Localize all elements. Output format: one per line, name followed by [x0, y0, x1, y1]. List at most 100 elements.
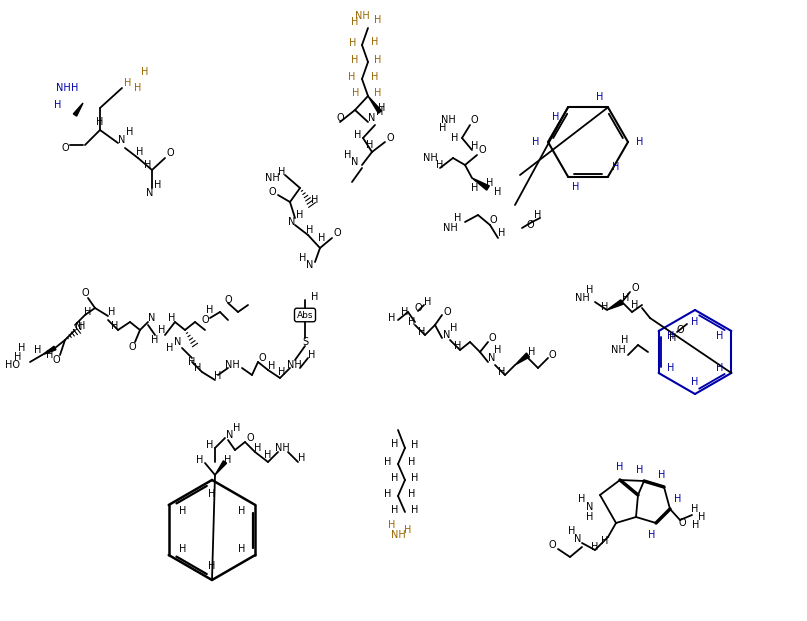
- Text: H: H: [19, 343, 26, 353]
- Text: H: H: [568, 526, 575, 536]
- Text: N: N: [146, 188, 153, 198]
- Text: H: H: [601, 536, 608, 546]
- Text: H: H: [613, 161, 620, 171]
- Text: H: H: [299, 453, 306, 463]
- Text: H: H: [391, 439, 399, 449]
- Text: N: N: [575, 534, 582, 544]
- Text: NH: NH: [56, 83, 70, 93]
- Text: H: H: [278, 167, 286, 177]
- Text: H: H: [498, 228, 506, 238]
- Text: H: H: [254, 443, 261, 453]
- Text: H: H: [296, 210, 303, 220]
- Text: H: H: [152, 335, 159, 345]
- Text: H: H: [692, 520, 700, 530]
- Text: H: H: [667, 363, 675, 373]
- Text: H: H: [716, 331, 723, 341]
- Text: H: H: [136, 147, 144, 157]
- Text: N: N: [488, 353, 495, 363]
- Text: H: H: [601, 302, 608, 312]
- Text: H: H: [401, 307, 408, 317]
- Text: N: N: [351, 157, 358, 167]
- Text: H: H: [636, 137, 644, 147]
- Text: H: H: [391, 505, 399, 515]
- Text: H: H: [374, 88, 382, 98]
- Text: O: O: [470, 115, 478, 125]
- Text: H: H: [384, 457, 391, 467]
- Text: NH: NH: [286, 360, 301, 370]
- Text: H: H: [636, 465, 644, 475]
- Text: O: O: [548, 540, 556, 550]
- Text: O: O: [337, 113, 344, 123]
- Text: H: H: [351, 17, 358, 27]
- Text: H: H: [587, 512, 594, 522]
- Text: H: H: [692, 377, 699, 387]
- Text: NH: NH: [575, 293, 589, 303]
- Text: H: H: [437, 160, 444, 170]
- Text: O: O: [488, 333, 495, 343]
- Text: N: N: [288, 217, 295, 227]
- Text: H: H: [134, 83, 142, 93]
- Text: N: N: [443, 330, 450, 340]
- Text: H: H: [84, 307, 92, 317]
- Text: O: O: [489, 215, 497, 225]
- Text: N: N: [148, 313, 156, 323]
- Text: H: H: [54, 100, 61, 110]
- Text: H: H: [418, 327, 425, 337]
- Text: H: H: [194, 363, 202, 373]
- Text: H: H: [318, 233, 326, 243]
- Text: H: H: [308, 350, 316, 360]
- Text: H: H: [579, 494, 586, 504]
- Text: H: H: [408, 457, 416, 467]
- Text: H: H: [179, 544, 186, 554]
- Text: H: H: [412, 505, 419, 515]
- Text: H: H: [495, 345, 502, 355]
- Text: H: H: [471, 183, 479, 193]
- Text: O: O: [333, 228, 341, 238]
- Text: H: H: [278, 367, 286, 377]
- Text: H: H: [78, 321, 86, 331]
- Text: O: O: [201, 315, 209, 325]
- Text: O: O: [414, 303, 422, 313]
- Text: H: H: [96, 117, 103, 127]
- Polygon shape: [73, 103, 83, 116]
- Polygon shape: [472, 178, 489, 190]
- Text: H: H: [587, 285, 594, 295]
- Text: H: H: [498, 367, 506, 377]
- Text: H: H: [196, 455, 203, 465]
- Text: H: H: [166, 343, 174, 353]
- Text: O: O: [82, 288, 89, 298]
- Text: H: H: [208, 561, 215, 571]
- Text: H: H: [631, 300, 638, 310]
- Text: H: H: [384, 489, 391, 499]
- Text: H: H: [454, 213, 462, 223]
- Text: O: O: [548, 350, 556, 360]
- Text: O: O: [224, 295, 232, 305]
- Text: H: H: [46, 350, 54, 360]
- Text: H: H: [388, 520, 395, 530]
- Text: H: H: [592, 542, 599, 552]
- Text: O: O: [631, 283, 639, 293]
- Text: H: H: [351, 55, 358, 65]
- Text: O: O: [678, 518, 686, 528]
- Text: H: H: [154, 180, 161, 190]
- Text: H: H: [675, 494, 682, 504]
- Text: H: H: [698, 512, 705, 522]
- Text: H: H: [487, 178, 494, 188]
- Text: H: H: [268, 361, 276, 371]
- Text: H: H: [144, 160, 152, 170]
- Text: H: H: [207, 440, 214, 450]
- Text: H: H: [349, 72, 356, 82]
- Text: H: H: [622, 293, 629, 303]
- Text: H: H: [378, 103, 386, 113]
- Text: N: N: [174, 337, 182, 347]
- Text: H: H: [233, 423, 240, 433]
- Text: H: H: [71, 83, 79, 93]
- Text: H: H: [108, 307, 115, 317]
- Text: N: N: [75, 322, 82, 332]
- Text: H: H: [439, 123, 447, 133]
- Text: H: H: [312, 292, 319, 302]
- Text: H: H: [169, 313, 176, 323]
- Text: O: O: [268, 187, 276, 197]
- Text: H: H: [388, 313, 395, 323]
- Text: H: H: [349, 38, 357, 48]
